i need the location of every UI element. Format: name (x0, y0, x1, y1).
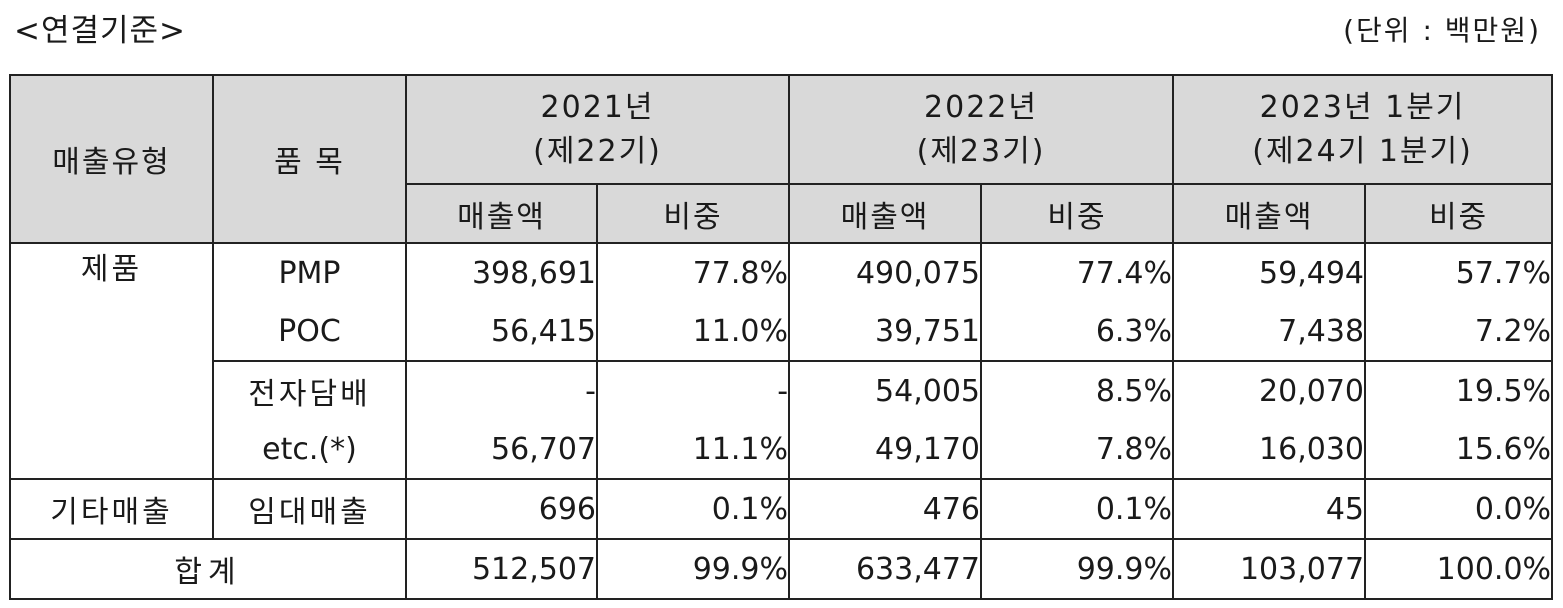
period-label: (제23기) (916, 133, 1046, 169)
period-label: (제24기 1분기) (1252, 133, 1473, 169)
total-label: 합계 (9, 538, 407, 600)
header-sales-type: 매출유형 (9, 74, 214, 244)
value-cell: 11.1% (595, 420, 791, 480)
value-cell: 19.5% (1364, 360, 1554, 420)
value-cell: 77.4% (980, 242, 1175, 302)
value-cell: 7,438 (1172, 302, 1367, 362)
value-cell: 57.7% (1364, 242, 1554, 302)
value-cell: 7.8% (980, 420, 1175, 480)
period-label: (제22기) (533, 133, 662, 169)
header-ratio: 비중 (595, 183, 791, 244)
table-row: 제품 PMP 398,691 77.8% 490,075 77.4% 59,49… (9, 242, 1554, 480)
table-row: 전자담배 - - 54,005 8.5% 20,070 19.5% (10, 360, 1554, 420)
value-cell: 11.0% (595, 302, 791, 362)
total-value-cell: 99.9% (595, 538, 791, 600)
value-cell: 0.1% (980, 478, 1175, 540)
table-caption: <연결기준> (14, 13, 187, 49)
group-products: 제품 (9, 242, 214, 480)
header-item: 품 목 (212, 74, 407, 244)
value-cell: 20,070 (1172, 360, 1367, 420)
table-row: 기타매출 임대매출 696 0.1% 476 0.1% 45 0.0% (9, 478, 1554, 540)
value-cell: 7.2% (1364, 302, 1554, 362)
item-cell: 임대매출 (212, 478, 407, 540)
value-cell: 59,494 (1172, 242, 1367, 302)
header-year-2022: 2022년 (제23기) (788, 74, 1175, 185)
item-cell: etc.(*) (212, 420, 407, 480)
header-amount: 매출액 (1172, 183, 1367, 244)
value-cell: - (405, 360, 598, 420)
value-cell: 696 (405, 478, 598, 540)
value-cell: 54,005 (788, 360, 983, 420)
value-cell: - (595, 360, 791, 420)
table-row: etc.(*) 56,707 11.1% 49,170 7.8% 16,030 … (10, 420, 1554, 480)
value-cell: 490,075 (788, 242, 983, 302)
header-row-metrics: 매출액 비중 매출액 비중 매출액 비중 (10, 183, 1554, 244)
year-label: 2022년 (924, 89, 1038, 125)
header-ratio: 비중 (980, 183, 1175, 244)
header-row-years: 매출유형 품 목 2021년 (제22기) 2022년 (제23기) 2023년… (9, 74, 1554, 244)
sales-table: 매출유형 품 목 2021년 (제22기) 2022년 (제23기) 2023년… (9, 74, 1554, 600)
header-year-2023-q1: 2023년 1분기 (제24기 1분기) (1172, 74, 1554, 185)
header-amount: 매출액 (405, 183, 598, 244)
value-cell: 77.8% (595, 242, 791, 302)
value-cell: 49,170 (788, 420, 983, 480)
item-cell: PMP (212, 242, 407, 302)
item-cell: POC (212, 302, 407, 362)
value-cell: 6.3% (980, 302, 1175, 362)
total-value-cell: 512,507 (405, 538, 598, 600)
value-cell: 8.5% (980, 360, 1175, 420)
year-label: 2023년 1분기 (1259, 89, 1466, 125)
header-year-2021: 2021년 (제22기) (404, 74, 791, 185)
value-cell: 398,691 (405, 242, 598, 302)
value-cell: 15.6% (1364, 420, 1554, 480)
total-value-cell: 100.0% (1364, 538, 1554, 600)
value-cell: 0.1% (595, 478, 791, 540)
year-label: 2021년 (540, 89, 655, 125)
table-row: POC 56,415 11.0% 39,751 6.3% 7,438 7.2% (10, 302, 1554, 362)
item-cell: 전자담배 (212, 360, 407, 420)
total-value-cell: 103,077 (1172, 538, 1367, 600)
total-value-cell: 99.9% (980, 538, 1175, 600)
header-amount: 매출액 (788, 183, 983, 244)
unit-note: (단위 : 백만원) (1343, 14, 1541, 47)
total-row: 합계 512,507 99.9% 633,477 99.9% 103,077 1… (9, 538, 1554, 600)
value-cell: 56,707 (405, 420, 598, 480)
value-cell: 0.0% (1364, 478, 1554, 540)
value-cell: 16,030 (1172, 420, 1367, 480)
value-cell: 45 (1172, 478, 1367, 540)
value-cell: 56,415 (405, 302, 598, 362)
total-value-cell: 633,477 (788, 538, 983, 600)
value-cell: 39,751 (788, 302, 983, 362)
header-ratio: 비중 (1364, 183, 1554, 244)
value-cell: 476 (788, 478, 983, 540)
group-other-sales: 기타매출 (9, 478, 214, 540)
